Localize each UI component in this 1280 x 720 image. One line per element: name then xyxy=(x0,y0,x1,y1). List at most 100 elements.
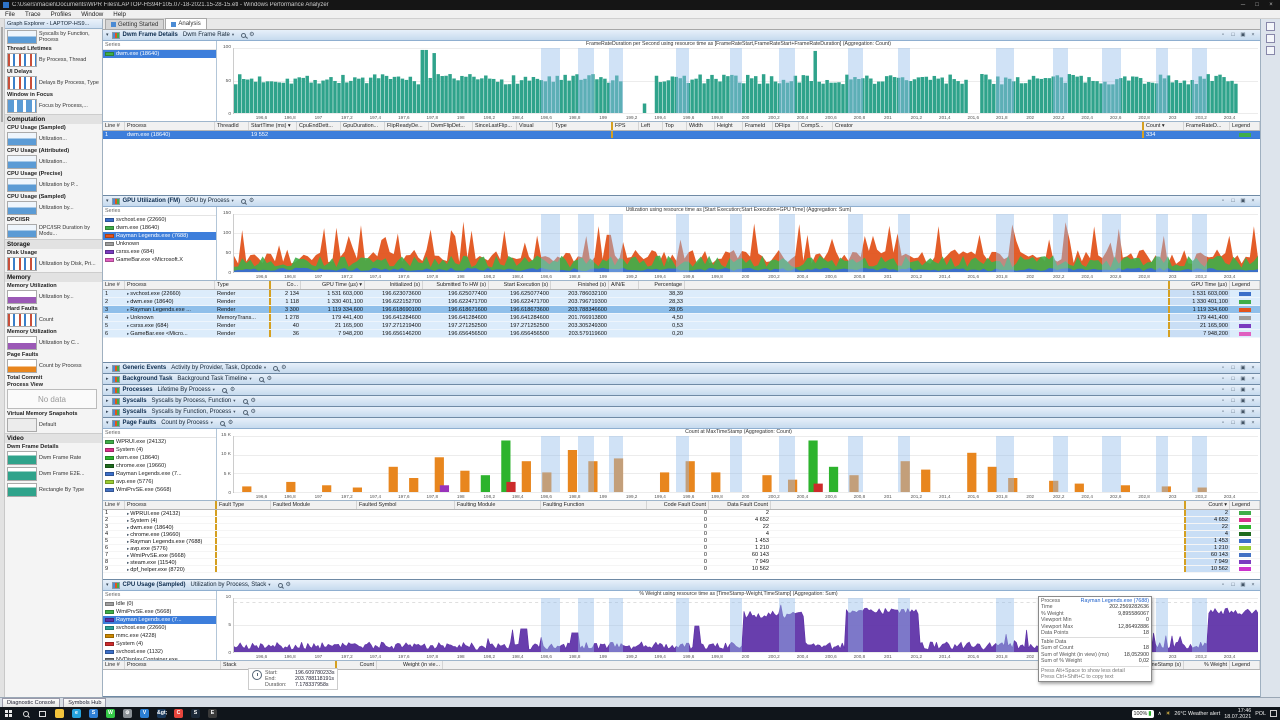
table-header-cell[interactable]: Line # xyxy=(103,501,125,509)
table-header-cell[interactable]: Type xyxy=(553,122,613,130)
panel-header[interactable]: ▾ CPU Usage (Sampled) Utilization by Proce… xyxy=(103,580,1260,591)
graph-thumbnail[interactable] xyxy=(7,132,37,146)
row-expander-icon[interactable]: ▸ xyxy=(127,291,130,296)
series-item[interactable]: Idle (0) xyxy=(103,600,216,608)
minimize-button[interactable]: ─ xyxy=(1240,2,1246,8)
series-item[interactable]: System (4) xyxy=(103,640,216,648)
preset-dropdown[interactable]: Dwm Frame Rate ▾ xyxy=(181,32,236,38)
graph-thumbnail[interactable] xyxy=(7,76,37,90)
table-header-cell[interactable]: Visual xyxy=(517,122,553,130)
sidebar-item[interactable]: Utilization by C... xyxy=(5,335,102,351)
panel-close-icon[interactable]: × xyxy=(1251,419,1255,426)
collapse-chevron-icon[interactable]: ▸ xyxy=(106,398,109,404)
panel-header[interactable]: ▾ Dwm Frame Details Dwm Frame Rate ▾ ⚙ ▫ □ ▣ × xyxy=(103,30,1260,41)
graph-thumbnail[interactable] xyxy=(7,483,37,497)
table-row[interactable]: 5 ▸Rayman Legends.exe (7688) 0 1 453 1 453 xyxy=(103,538,1260,545)
no-data-thumbnail[interactable]: No data xyxy=(7,389,97,409)
table-header-cell[interactable]: DwmFlipDet... xyxy=(429,122,473,130)
panel-restore-icon[interactable]: □ xyxy=(1231,375,1235,382)
table-header-cell[interactable]: FPS xyxy=(613,122,639,130)
action-center-icon[interactable] xyxy=(1270,710,1277,717)
table-header-cell[interactable]: Width xyxy=(687,122,715,130)
table-header-cell[interactable]: Process xyxy=(125,122,215,130)
sidebar-item[interactable]: Count xyxy=(5,312,102,328)
panel-maximize-icon[interactable]: ▣ xyxy=(1240,364,1246,371)
panel-restore-icon[interactable]: □ xyxy=(1231,386,1235,393)
series-item[interactable]: System (4) xyxy=(103,446,216,454)
table-header-cell[interactable] xyxy=(443,661,1118,669)
expand-chevron-icon[interactable]: ▾ xyxy=(106,32,109,38)
table-header-cell[interactable]: Type xyxy=(215,281,271,289)
graph-thumbnail[interactable] xyxy=(7,313,37,327)
file-explorer-icon[interactable] xyxy=(51,707,68,720)
panel-header[interactable]: ▸ Processes Lifetime By Process ▾ ⚙ ▫ □ ▣ × xyxy=(103,385,1260,395)
table-header-cell[interactable]: CompS... xyxy=(799,122,833,130)
menu-item-window[interactable]: Window xyxy=(81,10,104,18)
table-header-cell[interactable]: Co... xyxy=(271,281,301,289)
table-header-cell[interactable]: Faulted Module xyxy=(271,501,357,509)
table-row[interactable]: 2 ▸dwm.exe (18640) Render 1 118 1 330 401,10… xyxy=(103,298,1260,306)
panel-restore-icon[interactable]: □ xyxy=(1231,581,1235,588)
series-item[interactable]: NVDisplay.Container.exe... xyxy=(103,656,216,660)
series-item[interactable]: chrome.exe (19660) xyxy=(103,462,216,470)
series-item[interactable]: avp.exe (5776) xyxy=(103,478,216,486)
preset-dropdown[interactable]: Syscalls by Function, Process ▾ xyxy=(150,409,238,415)
panel-float-icon[interactable]: ▫ xyxy=(1222,581,1224,588)
table-header-cell[interactable]: Legend xyxy=(1230,122,1260,130)
series-item[interactable]: Unknown xyxy=(103,240,216,248)
series-item[interactable]: WPRUI.exe (24132) xyxy=(103,438,216,446)
table-row[interactable]: 3 ▸dwm.exe (18640) 0 22 22 xyxy=(103,524,1260,531)
row-expander-icon[interactable]: ▸ xyxy=(127,307,130,312)
gear-icon[interactable]: ⚙ xyxy=(281,364,287,371)
row-expander-icon[interactable]: ▸ xyxy=(127,525,130,530)
search-icon[interactable] xyxy=(277,582,283,588)
graph-thumbnail[interactable] xyxy=(7,418,37,432)
table-header-cell[interactable]: Count ▾ xyxy=(1186,501,1230,509)
gear-icon[interactable]: ⚙ xyxy=(266,375,273,382)
gear-icon[interactable]: ⚙ xyxy=(250,397,256,404)
gear-icon[interactable]: ⚙ xyxy=(229,386,236,393)
table-row[interactable]: 1 dwm.exe (18640) 19 552 334 xyxy=(103,131,1260,139)
panel-maximize-icon[interactable]: ▣ xyxy=(1240,408,1246,415)
series-item[interactable]: dwm.exe (18640) xyxy=(103,224,216,232)
table-header-cell[interactable]: Process xyxy=(125,661,221,669)
table-header-cell[interactable]: Line # xyxy=(103,281,125,289)
search-icon[interactable] xyxy=(242,409,248,415)
expand-chevron-icon[interactable]: ▾ xyxy=(106,582,109,588)
graph-thumbnail[interactable] xyxy=(7,155,37,169)
row-expander-icon[interactable]: ▸ xyxy=(127,511,130,516)
table-header-cell[interactable]: GPU Time (µs) ▾ xyxy=(301,281,365,289)
dock-icon[interactable] xyxy=(1266,22,1275,31)
language-indicator[interactable]: POL xyxy=(1255,710,1266,717)
graph-thumbnail[interactable] xyxy=(7,53,37,67)
graph-thumbnail[interactable] xyxy=(7,451,37,465)
table-header-cell[interactable]: Legend xyxy=(1230,501,1260,509)
panel-restore-icon[interactable]: □ xyxy=(1231,364,1235,371)
panel-restore-icon[interactable]: □ xyxy=(1231,31,1235,38)
panel-maximize-icon[interactable]: ▣ xyxy=(1240,375,1246,382)
sidebar-item[interactable]: Syscalls by Function, Process xyxy=(5,29,102,45)
series-item[interactable]: WmiPrvSE.exe (5668) xyxy=(103,608,216,616)
preset-dropdown[interactable]: GPU by Process ▾ xyxy=(183,198,236,204)
chrome-icon[interactable]: C xyxy=(170,707,187,720)
row-expander-icon[interactable]: ▸ xyxy=(127,539,130,544)
statusbar-button-symbols-hub[interactable]: Symbols Hub xyxy=(63,697,107,708)
battery-indicator[interactable]: 100% ▮ xyxy=(1131,709,1154,718)
row-expander-icon[interactable]: ▸ xyxy=(127,299,130,304)
start-button[interactable] xyxy=(0,707,17,720)
table-header-cell[interactable]: Legend xyxy=(1230,281,1260,289)
table-header-cell[interactable]: ThreadId xyxy=(215,122,249,130)
series-item[interactable]: mmc.exe (4228) xyxy=(103,632,216,640)
table-header-cell[interactable]: TimeStamp (s) xyxy=(1118,661,1184,669)
table-header-cell[interactable]: FlipReadyDe... xyxy=(385,122,429,130)
panel-float-icon[interactable]: ▫ xyxy=(1222,31,1224,38)
preset-dropdown[interactable]: Lifetime By Process ▾ xyxy=(156,387,217,393)
panel-close-icon[interactable]: × xyxy=(1251,386,1255,393)
table-header-cell[interactable] xyxy=(771,501,1186,509)
gear-icon[interactable]: ⚙ xyxy=(285,581,291,588)
table-row[interactable]: 6 ▸avp.exe (5776) 0 1 210 1 210 xyxy=(103,545,1260,552)
table-row[interactable]: 4 ▸chrome.exe (19660) 0 4 4 xyxy=(103,531,1260,538)
panel-maximize-icon[interactable]: ▣ xyxy=(1240,397,1246,404)
table-row[interactable]: 6 ▸GameBar.exe <Micro... Render 36 7 948,200… xyxy=(103,330,1260,338)
panel-header[interactable]: ▸ Generic Events Activity by Provider, Tas… xyxy=(103,363,1260,373)
